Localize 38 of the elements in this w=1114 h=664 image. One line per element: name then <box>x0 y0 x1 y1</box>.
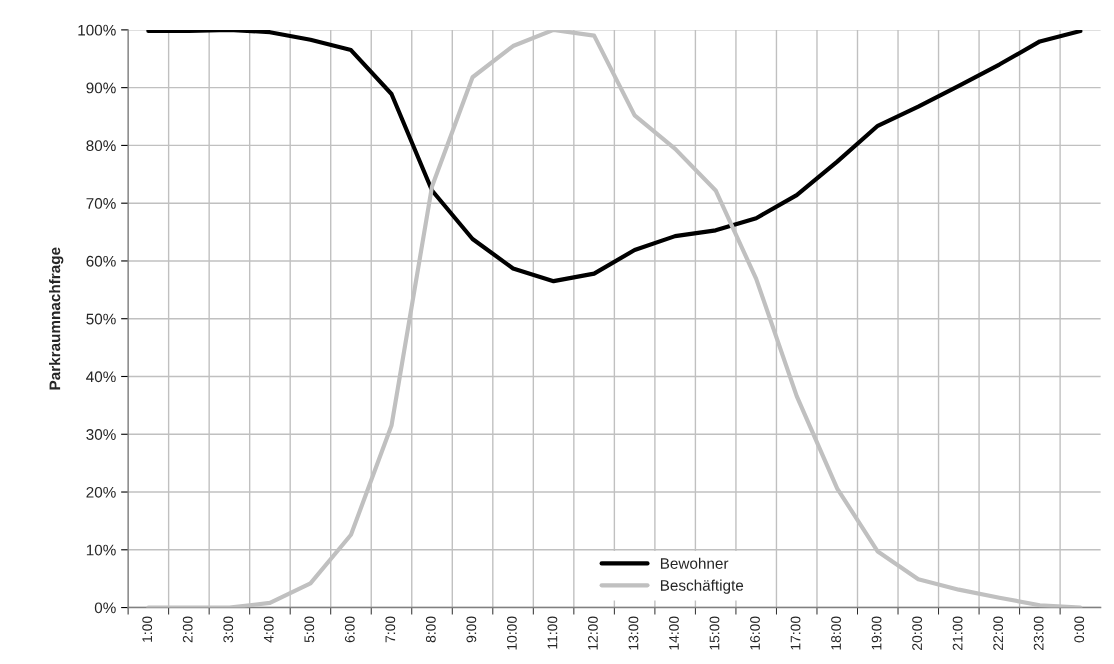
y-tick-label: 40% <box>86 371 116 383</box>
x-tick-label: 16:00 <box>750 616 760 650</box>
legend-label: Beschäftigte <box>660 579 744 594</box>
y-tick-label: 20% <box>86 486 116 498</box>
x-tick-label: 4:00 <box>263 616 274 643</box>
x-tick-label: 20:00 <box>912 616 923 650</box>
x-tick-label: 10:00 <box>506 616 517 650</box>
x-tick-label: 21:00 <box>952 616 963 650</box>
legend-label: Bewohner <box>660 557 729 569</box>
x-tick-label: 18:00 <box>831 616 841 650</box>
x-tick-label: 9:00 <box>466 616 477 643</box>
x-tick-label: 6:00 <box>344 616 355 643</box>
y-tick-label: 90% <box>86 82 116 94</box>
y-tick-label: 0% <box>94 602 116 614</box>
x-tick-label: 1:00 <box>142 616 153 642</box>
x-tick-label: 0:00 <box>1074 616 1085 643</box>
x-tick-label: 14:00 <box>669 616 679 650</box>
y-tick-label: 60% <box>86 255 116 267</box>
x-tick-label: 3:00 <box>223 616 234 643</box>
x-tick-label: 22:00 <box>993 616 1004 650</box>
y-axis-title: Parkraumnachfrage <box>49 247 64 390</box>
y-tick-label: 100% <box>78 24 116 36</box>
x-tick-label: 17:00 <box>790 616 801 650</box>
x-tick-label: 7:00 <box>385 616 396 643</box>
x-tick-label: 19:00 <box>871 616 882 650</box>
y-tick-label: 70% <box>86 198 116 209</box>
x-tick-label: 12:00 <box>588 616 598 650</box>
y-tick-label: 10% <box>86 544 116 556</box>
y-tick-label: 30% <box>86 429 116 440</box>
x-tick-label: 2:00 <box>182 616 193 643</box>
y-tick-label: 50% <box>86 313 116 325</box>
x-tick-label: 11:00 <box>547 616 558 649</box>
x-tick-label: 8:00 <box>425 616 436 643</box>
x-tick-label: 23:00 <box>1033 616 1044 650</box>
y-tick-label: 80% <box>86 140 116 152</box>
x-tick-label: 5:00 <box>304 616 315 643</box>
x-tick-label: 13:00 <box>628 616 639 650</box>
x-tick-label: 15:00 <box>709 616 720 650</box>
